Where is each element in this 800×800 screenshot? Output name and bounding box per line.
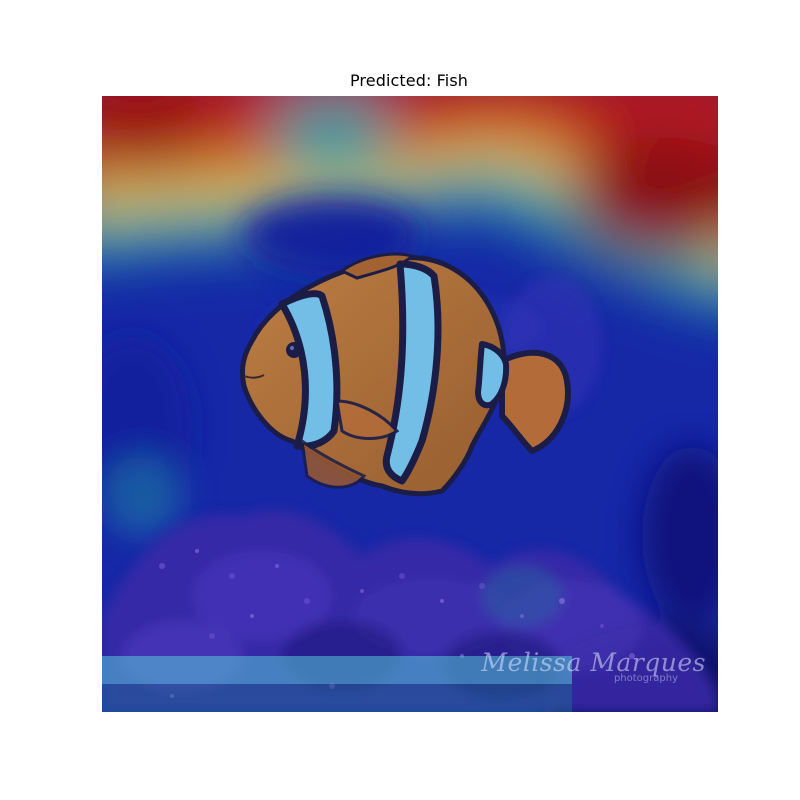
heatmap-image: Melissa Marques photography [102, 96, 718, 712]
gradcam-overlay [102, 96, 718, 712]
reef-texture [159, 549, 635, 698]
clownfish [239, 252, 571, 497]
watermark-bar [102, 656, 572, 712]
figure-title: Predicted: Fish [349, 71, 469, 90]
